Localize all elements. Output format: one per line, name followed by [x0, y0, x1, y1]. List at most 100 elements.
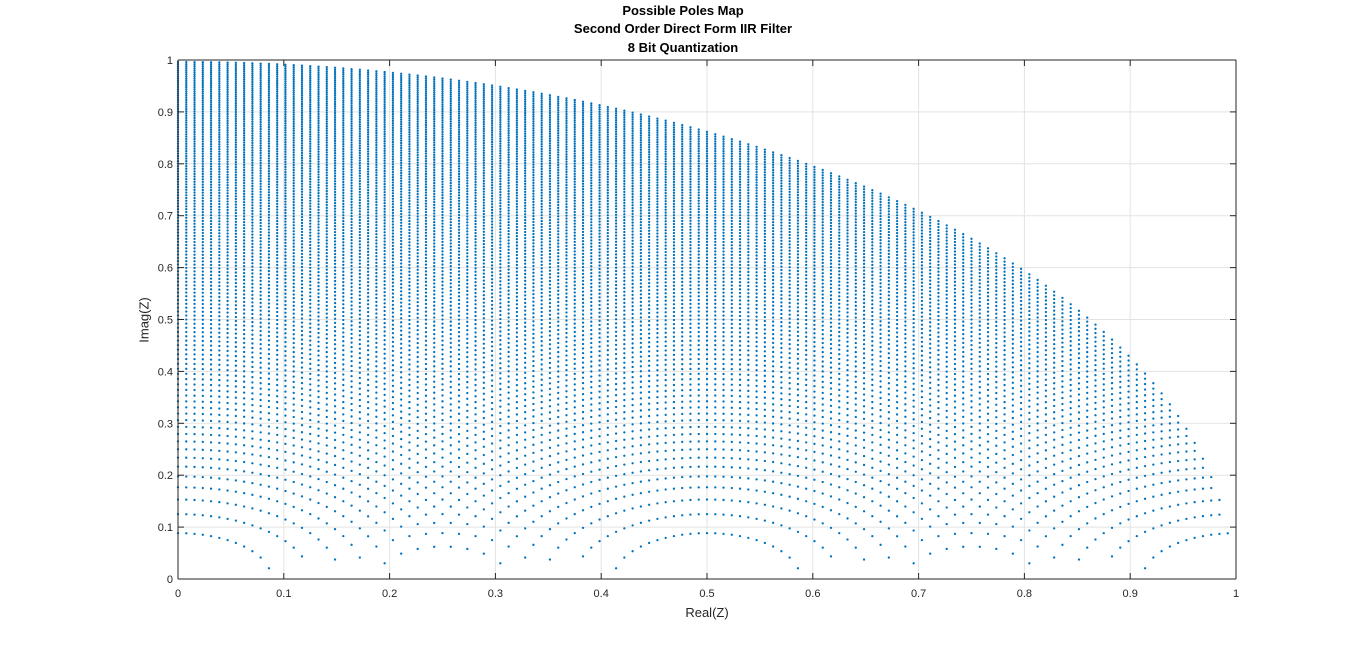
- data-point: [284, 238, 287, 241]
- data-point: [251, 346, 254, 350]
- data-point: [333, 234, 337, 237]
- data-point: [623, 294, 626, 297]
- data-point: [747, 434, 750, 437]
- data-point: [276, 191, 279, 194]
- data-point: [631, 453, 634, 456]
- data-point: [515, 413, 519, 416]
- data-point: [598, 264, 601, 267]
- data-point: [242, 444, 246, 447]
- data-point: [391, 384, 395, 388]
- data-point: [251, 524, 254, 527]
- data-point: [333, 338, 337, 341]
- data-point: [209, 327, 213, 330]
- data-point: [755, 359, 758, 362]
- data-point: [647, 435, 651, 438]
- data-point: [457, 513, 461, 516]
- data-point: [879, 385, 882, 388]
- data-point: [441, 314, 444, 317]
- data-point: [309, 465, 312, 468]
- data-point: [540, 449, 543, 452]
- data-point: [383, 234, 386, 237]
- data-point: [400, 215, 403, 219]
- data-point: [433, 429, 436, 432]
- data-point: [441, 291, 444, 294]
- data-point: [317, 299, 320, 303]
- data-point: [383, 199, 386, 202]
- data-point: [788, 483, 791, 486]
- data-point: [284, 271, 287, 274]
- data-point: [755, 319, 758, 322]
- data-point: [540, 303, 543, 306]
- data-point: [449, 415, 452, 419]
- data-point: [366, 407, 370, 410]
- data-point: [424, 372, 428, 376]
- data-point: [656, 407, 659, 411]
- data-point: [945, 470, 948, 474]
- data-point: [598, 468, 601, 471]
- data-point: [209, 188, 213, 192]
- data-point: [507, 312, 510, 315]
- data-point: [672, 277, 676, 280]
- data-point: [548, 246, 552, 249]
- data-point: [557, 350, 560, 354]
- data-point: [201, 216, 204, 220]
- data-point: [317, 296, 320, 299]
- data-point: [391, 327, 395, 331]
- data-point: [292, 350, 295, 354]
- data-point: [780, 453, 783, 456]
- data-point: [309, 412, 312, 415]
- data-point: [333, 334, 337, 337]
- data-point: [697, 486, 700, 489]
- data-point: [623, 376, 626, 380]
- data-point: [681, 383, 684, 386]
- data-point: [358, 286, 361, 290]
- data-point: [937, 457, 940, 460]
- data-point: [185, 456, 188, 459]
- data-point: [193, 388, 196, 392]
- data-point: [201, 476, 204, 479]
- data-point: [598, 278, 601, 281]
- data-point: [400, 453, 403, 457]
- data-point: [962, 505, 965, 508]
- data-point: [656, 434, 659, 438]
- data-point: [738, 295, 742, 298]
- data-point: [309, 273, 312, 276]
- data-point: [904, 429, 907, 432]
- data-point: [193, 513, 196, 516]
- data-point: [647, 281, 651, 285]
- data-point: [763, 307, 767, 311]
- data-point: [350, 226, 353, 230]
- data-point: [366, 299, 370, 302]
- data-point: [276, 363, 279, 366]
- data-point: [408, 363, 411, 366]
- data-point: [854, 422, 857, 425]
- data-point: [350, 328, 353, 331]
- data-point: [920, 434, 924, 438]
- data-point: [424, 465, 428, 469]
- data-point: [375, 397, 378, 400]
- data-point: [672, 314, 676, 318]
- data-point: [366, 199, 370, 203]
- data-point: [416, 444, 419, 447]
- data-point: [416, 209, 419, 212]
- data-point: [466, 492, 469, 496]
- data-point: [482, 286, 485, 289]
- data-point: [466, 452, 469, 456]
- data-point: [358, 210, 361, 213]
- data-point: [185, 330, 188, 334]
- data-point: [557, 245, 560, 248]
- data-point: [284, 421, 287, 424]
- data-point: [267, 283, 271, 287]
- data-point: [292, 461, 295, 464]
- data-point: [292, 505, 295, 509]
- data-point: [416, 261, 419, 265]
- data-point: [300, 526, 304, 530]
- data-point: [209, 281, 213, 284]
- data-point: [284, 257, 287, 261]
- data-point: [499, 266, 502, 269]
- data-point: [400, 361, 403, 364]
- data-point: [234, 220, 238, 223]
- data-point: [267, 530, 271, 534]
- data-point: [747, 536, 750, 539]
- data-point: [375, 337, 378, 340]
